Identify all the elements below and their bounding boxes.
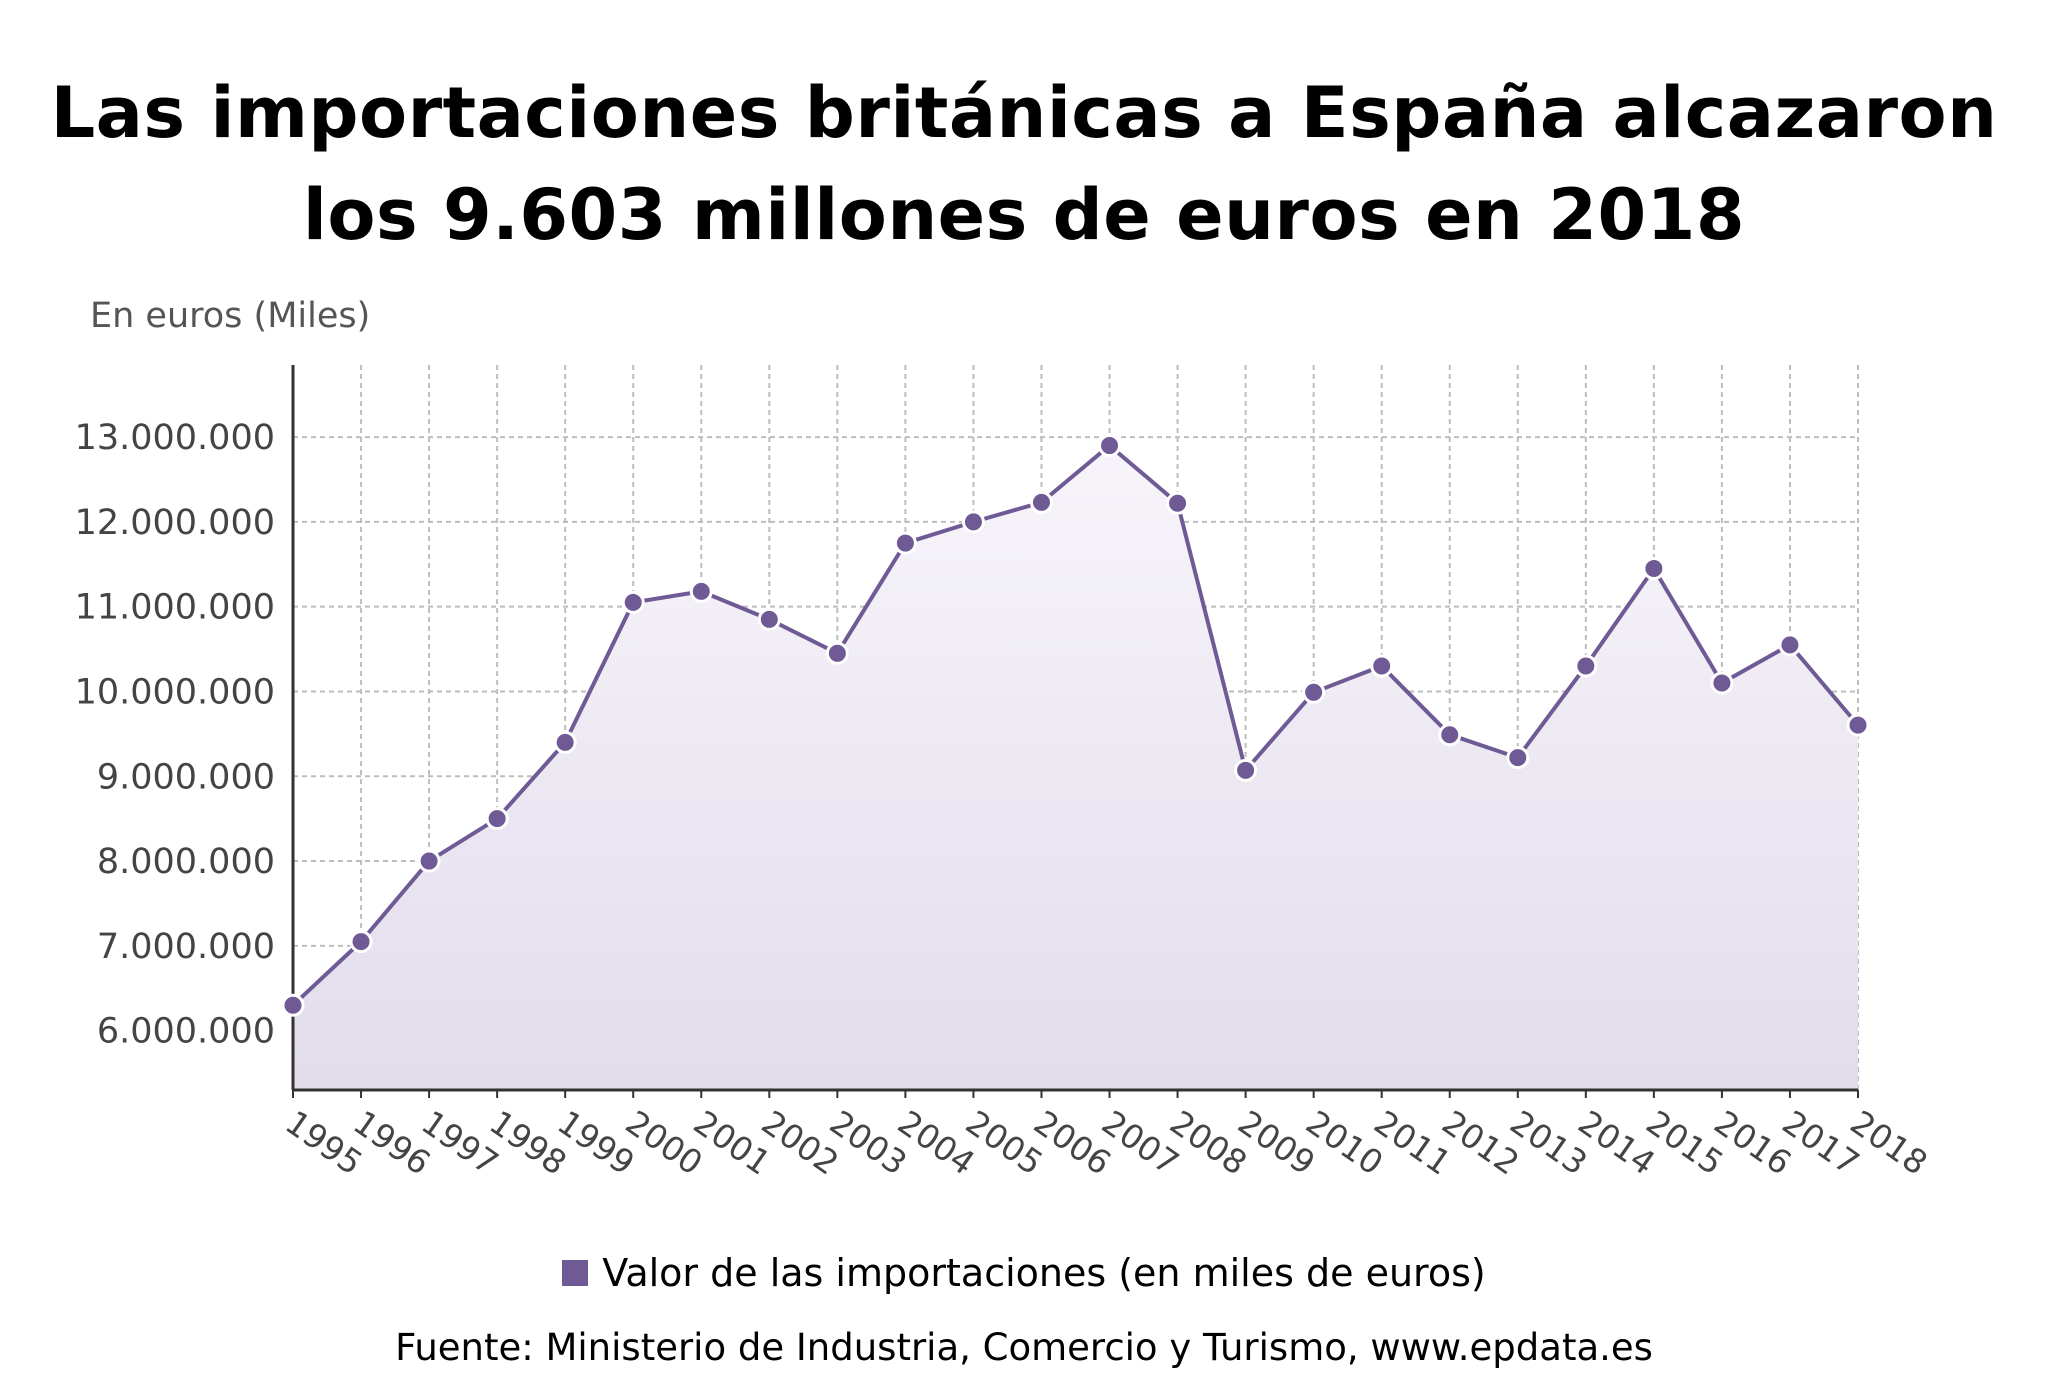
x-tick-label: 1995: [278, 1103, 369, 1183]
x-axis-ticks: 1995199619971998199920002001200220032004…: [278, 1090, 1935, 1183]
x-tick-label: 2005: [959, 1103, 1050, 1183]
x-tick-label: 2011: [1367, 1103, 1458, 1183]
data-point-2014: [1574, 654, 1598, 678]
data-point-2008: [1166, 491, 1190, 515]
data-point-2010: [1302, 680, 1326, 704]
legend-swatch: [562, 1259, 589, 1286]
data-point-2011: [1370, 654, 1394, 678]
data-point-2004: [893, 531, 917, 555]
x-tick-label: 2003: [823, 1103, 914, 1183]
axes: [291, 365, 1858, 1092]
area-chart: En euros (Miles) 6.000.000 7.000.000 8.000…: [75, 296, 1935, 1183]
x-tick-label: 2013: [1503, 1103, 1594, 1183]
data-point-2016: [1710, 671, 1734, 695]
y-tick-label: 7.000.000: [97, 927, 275, 967]
data-points: [281, 434, 1870, 1017]
x-tick-label: 2009: [1231, 1103, 1322, 1183]
y-tick-label: 13.000.000: [75, 418, 275, 458]
data-point-1998: [485, 807, 509, 831]
x-tick-label: 2007: [1095, 1103, 1186, 1183]
y-tick-label: 8.000.000: [97, 842, 275, 882]
x-tick-label: 2014: [1571, 1103, 1662, 1183]
x-tick-label: 2015: [1639, 1103, 1730, 1183]
legend-label: Valor de las importaciones (en miles de …: [602, 1251, 1486, 1295]
y-tick-label: 11.000.000: [75, 588, 275, 628]
data-point-2018: [1846, 713, 1870, 737]
data-point-2001: [689, 579, 713, 603]
data-point-1997: [417, 849, 441, 873]
data-point-1995: [281, 993, 305, 1017]
x-tick-label: 1996: [346, 1103, 437, 1183]
legend: Valor de las importaciones (en miles de …: [0, 1248, 2048, 1298]
y-axis-ticks: 6.000.000 7.000.000 8.000.000 9.000.000 10.0…: [75, 418, 275, 1052]
data-point-1996: [349, 930, 373, 954]
x-tick-label: 1997: [414, 1103, 505, 1183]
x-tick-label: 2018: [1843, 1103, 1934, 1183]
data-point-2017: [1778, 633, 1802, 657]
series-line: [291, 443, 1860, 1007]
y-axis-unit-label: En euros (Miles): [90, 296, 370, 336]
data-point-2002: [757, 607, 781, 631]
data-point-2009: [1234, 758, 1258, 782]
data-point-2000: [621, 590, 645, 614]
x-tick-label: 2008: [1163, 1103, 1254, 1183]
x-tick-label: 1999: [551, 1103, 642, 1183]
y-tick-label: 12.000.000: [75, 503, 275, 543]
x-tick-label: 2001: [687, 1103, 778, 1183]
x-tick-label: 2010: [1299, 1103, 1390, 1183]
data-point-2015: [1642, 557, 1666, 581]
data-point-2012: [1438, 723, 1462, 747]
data-point-2013: [1506, 746, 1530, 770]
x-tick-label: 2017: [1775, 1103, 1866, 1183]
source-note: Fuente: Ministerio de Industria, Comerci…: [395, 1326, 1653, 1369]
y-tick-label: 6.000.000: [97, 1012, 275, 1052]
data-point-2006: [1029, 490, 1053, 514]
chart-title-line-1: Las importaciones británicas a España al…: [50, 72, 1998, 154]
chart-title-line-2: los 9.603 millones de euros en 2018: [302, 174, 1746, 256]
y-tick-label: 9.000.000: [97, 757, 275, 797]
data-point-2007: [1098, 434, 1122, 458]
x-tick-label: 2012: [1435, 1103, 1526, 1183]
x-tick-label: 2006: [1027, 1103, 1118, 1183]
data-point-1999: [553, 730, 577, 754]
chart-title: Las importaciones británicas a España al…: [0, 62, 2048, 266]
x-tick-label: 2004: [891, 1103, 982, 1183]
x-tick-label: 2002: [755, 1103, 846, 1183]
x-tick-label: 2000: [619, 1103, 710, 1183]
y-tick-label: 10.000.000: [75, 672, 275, 712]
x-tick-label: 2016: [1707, 1103, 1798, 1183]
data-point-2003: [825, 641, 849, 665]
series-area: [293, 445, 1858, 1090]
data-point-2005: [961, 510, 985, 534]
x-tick-label: 1998: [483, 1103, 574, 1183]
